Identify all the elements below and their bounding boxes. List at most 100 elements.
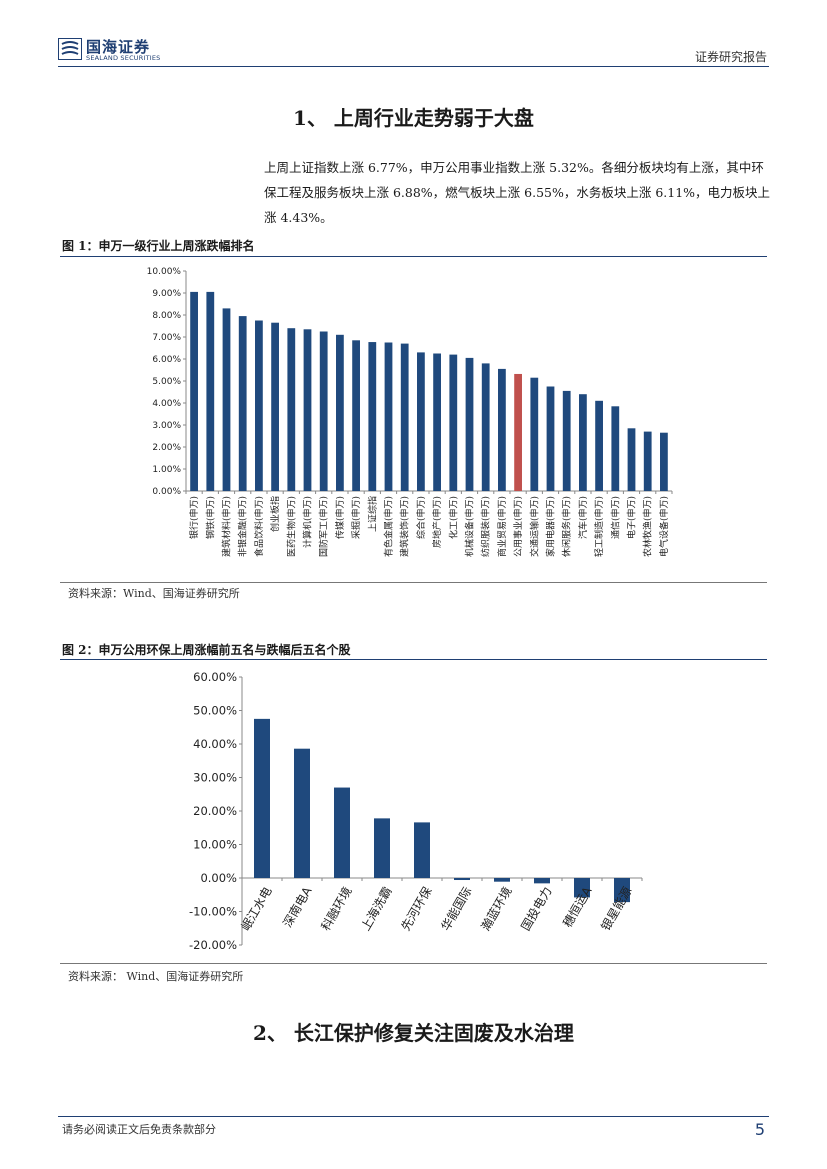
x-tick-label: 通信(申万) — [609, 496, 621, 539]
footer-divider — [58, 1116, 769, 1117]
x-tick-label: 钢铁(申万) — [204, 496, 216, 539]
bar — [271, 322, 279, 491]
bar — [190, 291, 198, 491]
bar — [498, 368, 506, 491]
y-tick-label: 1.00% — [152, 465, 181, 475]
stock-movers-chart: -20.00% -10.00% 0.00% 10.00% 20.00% 30.00% 40.… — [189, 670, 643, 952]
bar — [238, 316, 247, 491]
figure-1-source: 资料来源：Wind、国海证券研究所 — [68, 587, 240, 600]
figure-1-title: 图 1：申万一级行业上周涨跌幅排名 — [62, 239, 255, 253]
x-tick-label: 科融环境 — [318, 884, 355, 933]
y-tick-label: 4.00% — [152, 399, 181, 409]
x-tick-label: 非银金融(申万) — [237, 496, 249, 557]
x-tick-label: 采掘(申万) — [350, 496, 362, 539]
y-tick-label: -10.00% — [189, 905, 237, 919]
x-tick-label: 纺织服装(申万) — [480, 496, 492, 557]
x-tick-label: 农林牧渔(申万) — [642, 496, 654, 557]
bar — [319, 331, 328, 491]
y-tick-label: 0.00% — [200, 871, 237, 885]
x-tick-label: 计算机(申万) — [302, 496, 314, 548]
figure-2-source: 资料来源： Wind、国海证券研究所 — [68, 970, 244, 983]
x-tick-label: 商业贸易(申万) — [496, 496, 508, 557]
bar — [336, 334, 344, 491]
y-tick-label: 30.00% — [193, 771, 237, 785]
bar — [611, 406, 620, 491]
bar — [530, 377, 539, 491]
x-tick-label: 交通运输(申万) — [528, 496, 540, 557]
bar — [254, 718, 270, 878]
document-type: 证券研究报告 — [694, 50, 767, 64]
bar — [433, 353, 441, 491]
bar — [614, 878, 630, 903]
bar — [294, 748, 310, 878]
x-tick-label: 国防军工(申万) — [318, 496, 330, 557]
x-tick-label: 建筑装饰(申万) — [399, 496, 411, 557]
y-tick-label: 5.00% — [152, 377, 181, 387]
industry-ranking-chart: 0.00% 1.00% 2.00% 3.00% 4.00% 5.00% 6.00% 7.00%… — [147, 267, 673, 557]
bar — [206, 291, 215, 491]
bar — [449, 354, 458, 491]
bar — [534, 878, 550, 884]
bar — [374, 818, 390, 878]
y-tick-label: 50.00% — [193, 704, 237, 718]
bar — [287, 328, 296, 491]
x-tick-label: 建筑材料(申万) — [221, 496, 233, 557]
x-tick-label: 银行(申万) — [188, 496, 200, 539]
x-tick-label: 化工(申万) — [447, 496, 459, 539]
bar — [465, 357, 474, 491]
company-logo: 国海证券 SEALAND SECURITIES — [58, 36, 168, 66]
x-tick-label: 电气设备(申万) — [658, 496, 670, 557]
x-tick-label: 上海洗霸 — [358, 884, 395, 933]
bar — [595, 400, 603, 491]
bar — [334, 787, 350, 878]
x-tick-label: 医药生物(申万) — [285, 496, 297, 557]
page-number: 5 — [754, 1120, 765, 1139]
header-divider — [58, 66, 769, 67]
x-tick-label: 创业板指 — [269, 496, 281, 532]
y-tick-label: 60.00% — [193, 670, 237, 684]
x-tick-label: 家用电器(申万) — [545, 496, 557, 557]
bar — [514, 373, 522, 491]
x-tick-label: 上证综指 — [366, 496, 378, 532]
bar — [417, 352, 425, 491]
x-tick-label: 休闲服务(申万) — [561, 496, 573, 557]
bar — [414, 822, 430, 878]
bar — [562, 390, 571, 491]
bar — [627, 428, 636, 491]
figure-1-top-rule — [60, 256, 767, 257]
logo-name-en: SEALAND SECURITIES — [86, 54, 161, 62]
bar — [643, 431, 652, 491]
x-tick-label: 传媒(申万) — [334, 496, 346, 539]
figure-2-bottom-rule — [60, 963, 767, 964]
bar — [660, 432, 668, 491]
bar — [255, 320, 263, 491]
y-tick-label: 7.00% — [152, 333, 181, 343]
x-tick-label: 电子(申万) — [626, 496, 638, 539]
x-tick-label: 汽车(申万) — [577, 496, 589, 539]
y-tick-label: 20.00% — [193, 804, 237, 818]
y-tick-label: 2.00% — [152, 443, 181, 453]
section-2-heading: 2、 长江保护修复关注固废及水治理 — [253, 1021, 574, 1045]
x-tick-label: 岷江水电 — [238, 884, 275, 933]
bar — [494, 878, 510, 882]
x-tick-label: 瀚蓝环境 — [478, 884, 515, 933]
bar — [384, 342, 393, 491]
section-1-paragraph: 上周上证指数上涨 6.77%，申万公用事业指数上涨 5.32%。各细分板块均有上… — [264, 160, 771, 225]
bar — [303, 329, 312, 491]
figure-1-bottom-rule — [60, 582, 767, 583]
y-tick-label: 8.00% — [152, 311, 181, 321]
y-tick-label: -20.00% — [189, 938, 237, 952]
bar — [481, 363, 490, 491]
figure-2-top-rule — [60, 659, 767, 660]
y-tick-label: 0.00% — [152, 487, 181, 497]
bar — [222, 308, 231, 491]
figure-2-title: 图 2：申万公用环保上周涨幅前五名与跌幅后五名个股 — [62, 643, 351, 657]
y-tick-label: 3.00% — [152, 421, 181, 431]
logo-name-cn: 国海证券 — [86, 38, 151, 56]
bar — [546, 386, 555, 491]
x-tick-label: 深南电A — [279, 883, 314, 929]
x-tick-label: 轻工制造(申万) — [593, 496, 605, 557]
sealand-logo-icon — [58, 38, 82, 60]
section-1-heading: 1、 上周行业走势弱于大盘 — [293, 106, 534, 130]
bar — [574, 878, 590, 898]
